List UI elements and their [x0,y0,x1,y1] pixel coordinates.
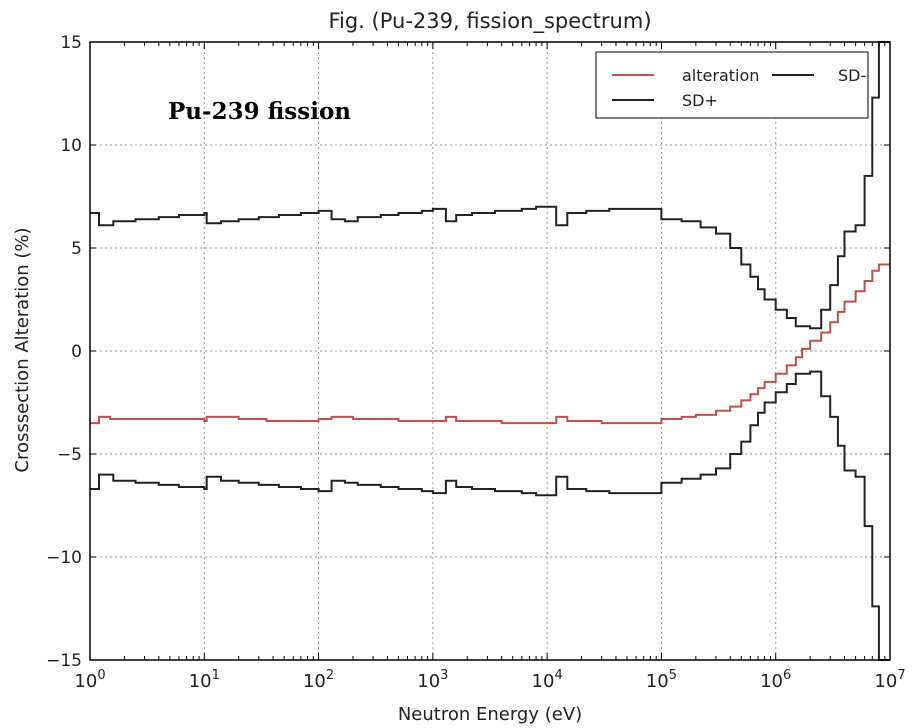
y-axis-label: Crosssection Alteration (%) [12,227,33,472]
y-tick-label: 10 [60,136,82,156]
y-tick-label: −10 [46,548,82,568]
chart-annotation: Pu-239 fission [168,98,351,125]
series-lines [90,41,890,661]
x-tick-label: 100 [74,668,105,692]
chart-title: Fig. (Pu-239, fission_spectrum) [328,9,651,34]
y-tick-label: 15 [60,33,82,53]
legend-label-sd-plus: SD+ [682,91,718,110]
series-line-alteration [90,263,890,425]
x-axis-label: Neutron Energy (eV) [398,704,582,725]
x-tick-label: 105 [646,668,677,692]
x-tick-label: 104 [532,668,563,692]
x-tick-label: 101 [189,668,220,692]
y-tick-label: −15 [46,651,82,671]
y-tick-label: 0 [71,342,82,362]
x-tick-label: 107 [874,668,905,692]
series-line-sd- [90,41,890,330]
legend-box [595,51,869,119]
series-line-sd- [90,370,890,661]
grid-lines [90,42,890,660]
legend-label-alteration: alteration [682,66,759,85]
x-tick-label: 106 [760,668,791,692]
y-tick-label: −5 [57,445,82,465]
x-tick-label: 102 [303,668,334,692]
legend-label-sd-minus: SD- [838,66,866,85]
legend: alteration SD- SD+ [595,51,869,119]
y-tick-label: 5 [71,239,82,259]
x-tick-label: 103 [417,668,448,692]
